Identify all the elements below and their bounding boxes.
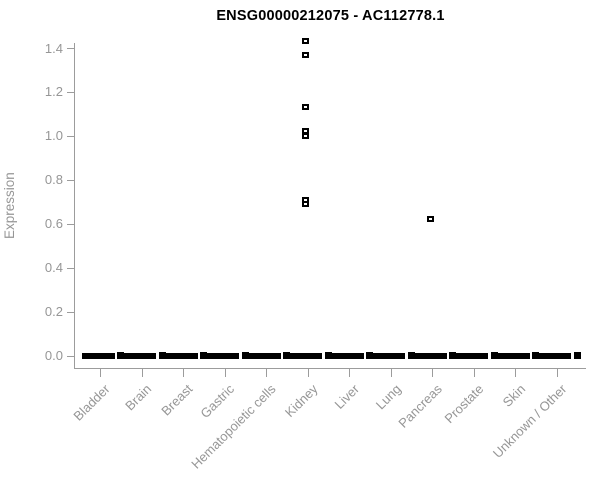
outlier-point [302, 38, 309, 45]
box-whisker-cap [490, 352, 498, 359]
box [496, 352, 530, 359]
x-tick [307, 369, 309, 377]
box [538, 352, 571, 359]
outlier-point [426, 216, 434, 223]
x-axis-category-label: Breast [158, 381, 196, 419]
x-axis-category-label: Hematopoietic cells [188, 381, 279, 472]
y-tick [67, 355, 74, 357]
box [206, 352, 239, 359]
x-tick [556, 369, 558, 377]
x-axis-category-label: Unknown / Other [489, 381, 570, 461]
x-axis-category-label: Brain [122, 381, 155, 414]
y-tick-label: 0.4 [44, 260, 63, 276]
y-tick [67, 223, 74, 225]
y-tick [67, 91, 74, 93]
y-tick-label: 0.0 [44, 348, 63, 363]
box [123, 352, 156, 359]
outlier-point [302, 200, 309, 207]
y-tick-label: 1.2 [44, 84, 63, 100]
x-axis-category-label: Prostate [441, 381, 487, 427]
y-tick-label: 0.8 [44, 172, 63, 188]
x-tick [349, 369, 350, 377]
box-whisker-cap [241, 352, 249, 359]
x-tick [432, 369, 433, 377]
box-whisker-cap [158, 352, 166, 359]
y-tick [67, 48, 74, 49]
box-whisker-cap [532, 352, 539, 359]
y-tick-label: 1.0 [44, 128, 63, 144]
x-tick [390, 369, 392, 377]
outlier-point [302, 104, 309, 111]
x-axis-category-label: Skin [499, 381, 528, 410]
chart-title: ENSG00000212075 - AC112778.1 [216, 8, 445, 24]
x-tick [473, 369, 475, 377]
y-tick-label: 1.4 [44, 40, 63, 56]
x-axis-category-label: Gastric [197, 381, 238, 422]
box-whisker-cap [200, 352, 207, 359]
box [330, 352, 364, 359]
x-tick [100, 369, 101, 377]
x-axis-category-label: Bladder [70, 381, 113, 424]
box-whisker-cap [407, 352, 415, 359]
box-whisker-cap [324, 352, 332, 359]
y-tick [67, 179, 74, 181]
box [413, 352, 447, 359]
box-whisker-cap [283, 352, 290, 359]
box-whisker-cap [573, 352, 581, 359]
x-axis-category-label: Liver [331, 381, 362, 412]
box [164, 352, 198, 359]
x-axis-category-label: Pancreas [395, 381, 445, 431]
y-tick [67, 311, 74, 313]
x-tick [141, 369, 143, 377]
x-tick [183, 369, 184, 377]
x-tick [266, 369, 267, 377]
box [455, 352, 488, 359]
box-whisker-cap [366, 352, 373, 359]
y-axis-title: Expression [2, 172, 17, 239]
box [247, 352, 281, 359]
y-tick-label: 0.2 [44, 304, 63, 320]
outlier-point [302, 51, 309, 58]
y-tick [67, 267, 74, 269]
x-axis-line [74, 368, 586, 369]
y-axis-line [74, 43, 75, 368]
box-whisker-cap [449, 352, 456, 359]
outlier-point [302, 132, 309, 139]
x-tick [224, 369, 226, 377]
box [289, 352, 322, 359]
box [81, 352, 115, 359]
y-tick-label: 0.6 [44, 216, 63, 232]
x-tick [515, 369, 516, 377]
box-whisker-cap [117, 352, 124, 359]
x-axis-category-label: Lung [372, 381, 404, 413]
y-tick [67, 135, 74, 137]
x-axis-category-label: Kidney [281, 381, 321, 421]
box [372, 352, 405, 359]
